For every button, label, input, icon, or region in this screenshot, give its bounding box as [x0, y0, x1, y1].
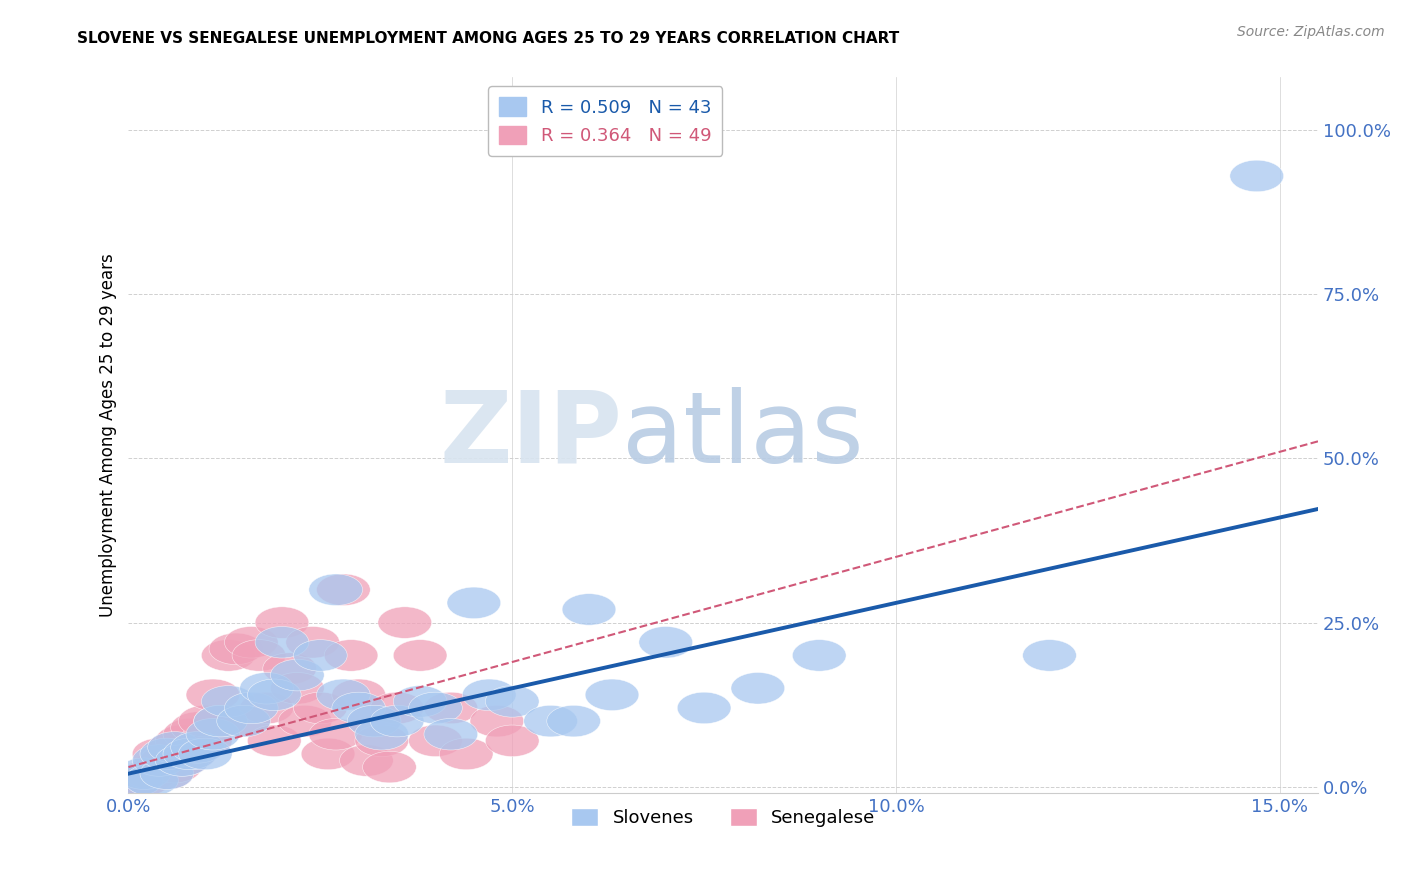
Ellipse shape [562, 594, 616, 625]
Ellipse shape [141, 745, 194, 776]
Ellipse shape [470, 706, 524, 737]
Ellipse shape [163, 718, 217, 750]
Ellipse shape [155, 745, 209, 776]
Ellipse shape [278, 706, 332, 737]
Ellipse shape [148, 751, 201, 783]
Ellipse shape [409, 725, 463, 756]
Ellipse shape [354, 725, 409, 756]
Ellipse shape [232, 640, 285, 671]
Ellipse shape [170, 731, 225, 764]
Ellipse shape [179, 725, 232, 756]
Ellipse shape [678, 692, 731, 723]
Ellipse shape [254, 607, 309, 639]
Ellipse shape [347, 706, 401, 737]
Text: SLOVENE VS SENEGALESE UNEMPLOYMENT AMONG AGES 25 TO 29 YEARS CORRELATION CHART: SLOVENE VS SENEGALESE UNEMPLOYMENT AMONG… [77, 31, 900, 46]
Ellipse shape [179, 706, 232, 737]
Ellipse shape [339, 745, 394, 776]
Ellipse shape [201, 686, 254, 717]
Ellipse shape [125, 758, 179, 789]
Ellipse shape [217, 706, 270, 737]
Ellipse shape [370, 692, 425, 723]
Ellipse shape [439, 739, 494, 770]
Ellipse shape [301, 739, 354, 770]
Text: atlas: atlas [623, 387, 863, 483]
Ellipse shape [240, 673, 294, 704]
Ellipse shape [225, 626, 278, 658]
Ellipse shape [117, 758, 170, 789]
Ellipse shape [254, 626, 309, 658]
Ellipse shape [240, 692, 294, 723]
Text: ZIP: ZIP [439, 387, 623, 483]
Ellipse shape [132, 745, 186, 776]
Ellipse shape [148, 731, 201, 764]
Ellipse shape [179, 739, 232, 770]
Ellipse shape [447, 587, 501, 619]
Ellipse shape [186, 679, 240, 711]
Ellipse shape [316, 679, 370, 711]
Ellipse shape [425, 692, 478, 723]
Ellipse shape [209, 633, 263, 665]
Ellipse shape [363, 751, 416, 783]
Ellipse shape [524, 706, 578, 737]
Ellipse shape [110, 764, 163, 796]
Ellipse shape [170, 731, 225, 764]
Ellipse shape [332, 679, 385, 711]
Ellipse shape [155, 745, 209, 776]
Ellipse shape [463, 679, 516, 711]
Ellipse shape [332, 692, 385, 723]
Ellipse shape [155, 725, 209, 756]
Ellipse shape [217, 706, 270, 737]
Ellipse shape [309, 718, 363, 750]
Ellipse shape [425, 718, 478, 750]
Ellipse shape [1022, 640, 1077, 671]
Ellipse shape [163, 739, 217, 770]
Ellipse shape [132, 739, 186, 770]
Ellipse shape [194, 706, 247, 737]
Ellipse shape [547, 706, 600, 737]
Ellipse shape [141, 758, 194, 789]
Ellipse shape [117, 764, 170, 796]
Ellipse shape [378, 607, 432, 639]
Ellipse shape [325, 640, 378, 671]
Ellipse shape [263, 653, 316, 684]
Ellipse shape [201, 640, 254, 671]
Ellipse shape [141, 739, 194, 770]
Ellipse shape [638, 626, 693, 658]
Legend: Slovenes, Senegalese: Slovenes, Senegalese [564, 801, 883, 834]
Ellipse shape [247, 679, 301, 711]
Text: Source: ZipAtlas.com: Source: ZipAtlas.com [1237, 25, 1385, 39]
Ellipse shape [409, 692, 463, 723]
Ellipse shape [270, 659, 325, 691]
Ellipse shape [370, 706, 425, 737]
Ellipse shape [485, 725, 538, 756]
Ellipse shape [285, 626, 339, 658]
Ellipse shape [294, 640, 347, 671]
Ellipse shape [309, 574, 363, 606]
Ellipse shape [394, 640, 447, 671]
Ellipse shape [294, 692, 347, 723]
Ellipse shape [270, 673, 325, 704]
Ellipse shape [1230, 161, 1284, 192]
Ellipse shape [186, 718, 240, 750]
Ellipse shape [731, 673, 785, 704]
Ellipse shape [225, 692, 278, 723]
Ellipse shape [485, 686, 538, 717]
Ellipse shape [347, 706, 401, 737]
Ellipse shape [163, 739, 217, 770]
Y-axis label: Unemployment Among Ages 25 to 29 years: Unemployment Among Ages 25 to 29 years [100, 253, 117, 617]
Ellipse shape [793, 640, 846, 671]
Ellipse shape [132, 751, 186, 783]
Ellipse shape [170, 712, 225, 743]
Ellipse shape [125, 764, 179, 796]
Ellipse shape [141, 758, 194, 789]
Ellipse shape [110, 764, 163, 796]
Ellipse shape [316, 574, 370, 606]
Ellipse shape [247, 725, 301, 756]
Ellipse shape [394, 686, 447, 717]
Ellipse shape [194, 706, 247, 737]
Ellipse shape [354, 718, 409, 750]
Ellipse shape [148, 731, 201, 764]
Ellipse shape [585, 679, 638, 711]
